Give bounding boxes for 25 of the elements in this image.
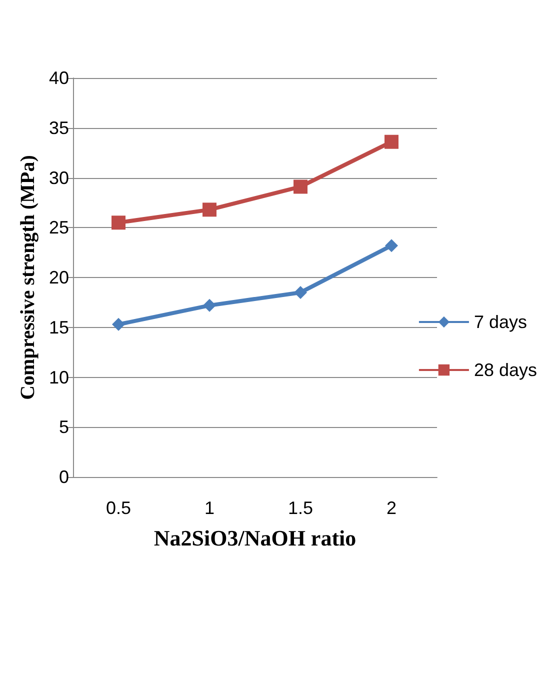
x-tick-label: 0.5: [106, 498, 132, 518]
y-tick-label: 15: [48, 317, 69, 338]
x-axis-title: Na2SiO3/NaOH ratio: [154, 526, 356, 550]
y-tick-label: 0: [58, 467, 69, 487]
y-tick-label: 5: [58, 417, 69, 438]
y-tick-label: 30: [48, 168, 69, 188]
legend-label: 7 days: [474, 312, 528, 332]
y-tick-label: 40: [48, 68, 69, 88]
point: [203, 298, 216, 312]
point: [112, 318, 125, 331]
point: [112, 216, 126, 230]
point: [202, 202, 216, 217]
y-axis-title: Compressive strength (MPa): [17, 155, 39, 400]
point: [294, 286, 307, 299]
y-tick-label: 35: [48, 118, 69, 138]
x-tick-label: 2: [386, 498, 397, 518]
point: [384, 134, 398, 149]
y-tick-label: 20: [48, 268, 69, 288]
x-tick-label: 1: [204, 498, 215, 518]
y-tick-label: 25: [48, 218, 69, 238]
y-tick-label: 10: [48, 367, 69, 388]
x-tick-label: 1.5: [288, 498, 314, 518]
legend-label: 28 days: [474, 360, 538, 380]
point: [294, 180, 308, 194]
point: [385, 239, 398, 252]
